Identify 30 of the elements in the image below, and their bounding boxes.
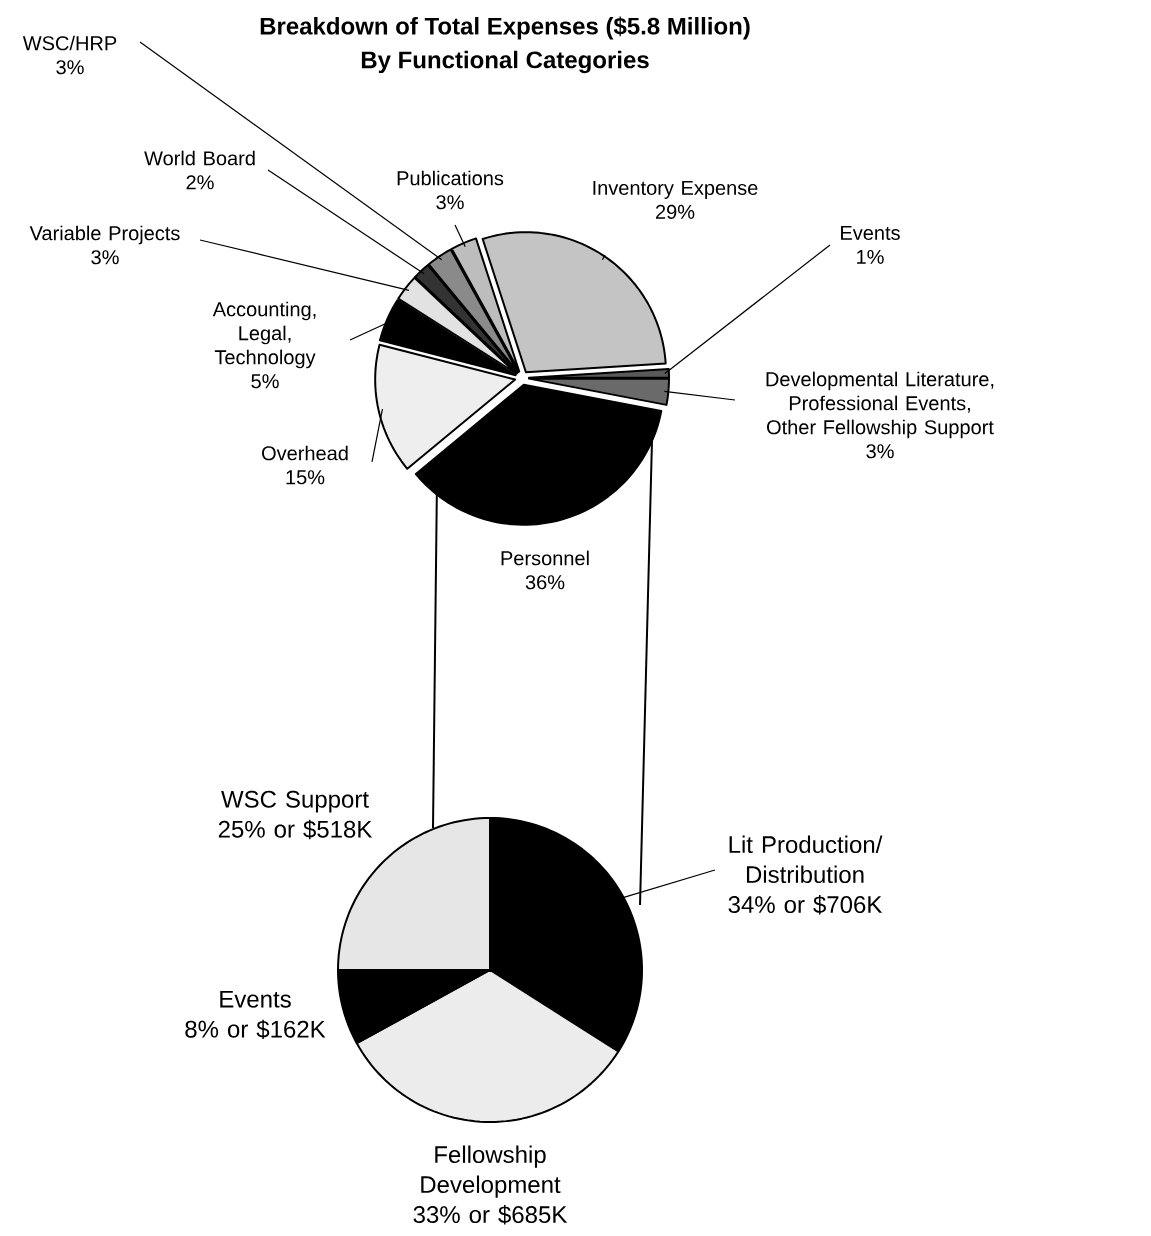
data-label: 3%	[866, 444, 894, 459]
text: By Functional Categories	[361, 50, 649, 74]
slice-label: Personnel	[501, 550, 589, 566]
data-label: 15%	[286, 470, 325, 485]
slice-label: World Board	[144, 150, 255, 166]
data-label: 3%	[56, 60, 84, 75]
slice-label: Inventory Expense	[593, 180, 758, 199]
slice-label: Events	[841, 226, 900, 240]
data-label: 3%	[91, 250, 119, 265]
data-label: 3%	[436, 195, 464, 210]
slice-label: Publications	[397, 170, 504, 186]
data-label: 34% or $706K	[728, 895, 883, 915]
data-label: 2%	[186, 175, 214, 190]
data-label: 25% or $518K	[218, 819, 373, 840]
chart-title: Breakdown of Total Expenses ($5.8 Million)	[260, 16, 750, 40]
data-label: 33% or $685K	[413, 1205, 568, 1225]
slice-label: Accounting, Legal, Technology	[212, 301, 316, 369]
slice-label: WSC Support	[221, 790, 369, 813]
data-label: 5%	[251, 374, 279, 389]
slice-label: Variable Projects	[29, 225, 180, 245]
data-label: 36%	[525, 575, 565, 590]
slice-label: Fellowship Development	[421, 1145, 561, 1198]
data-label: 8% or $162K	[185, 1019, 326, 1040]
data-label: 1%	[857, 249, 884, 264]
slice-label: WSC/HRP	[22, 35, 117, 51]
data-label: 29%	[655, 204, 695, 219]
legend-label: Developmental Literature, Professional Events, Other Fellowship Support	[766, 371, 994, 439]
slice-label: Overhead	[262, 445, 348, 461]
slice-label: Events	[220, 990, 291, 1008]
slice-label: Lit Production/ Distribution	[729, 835, 883, 884]
